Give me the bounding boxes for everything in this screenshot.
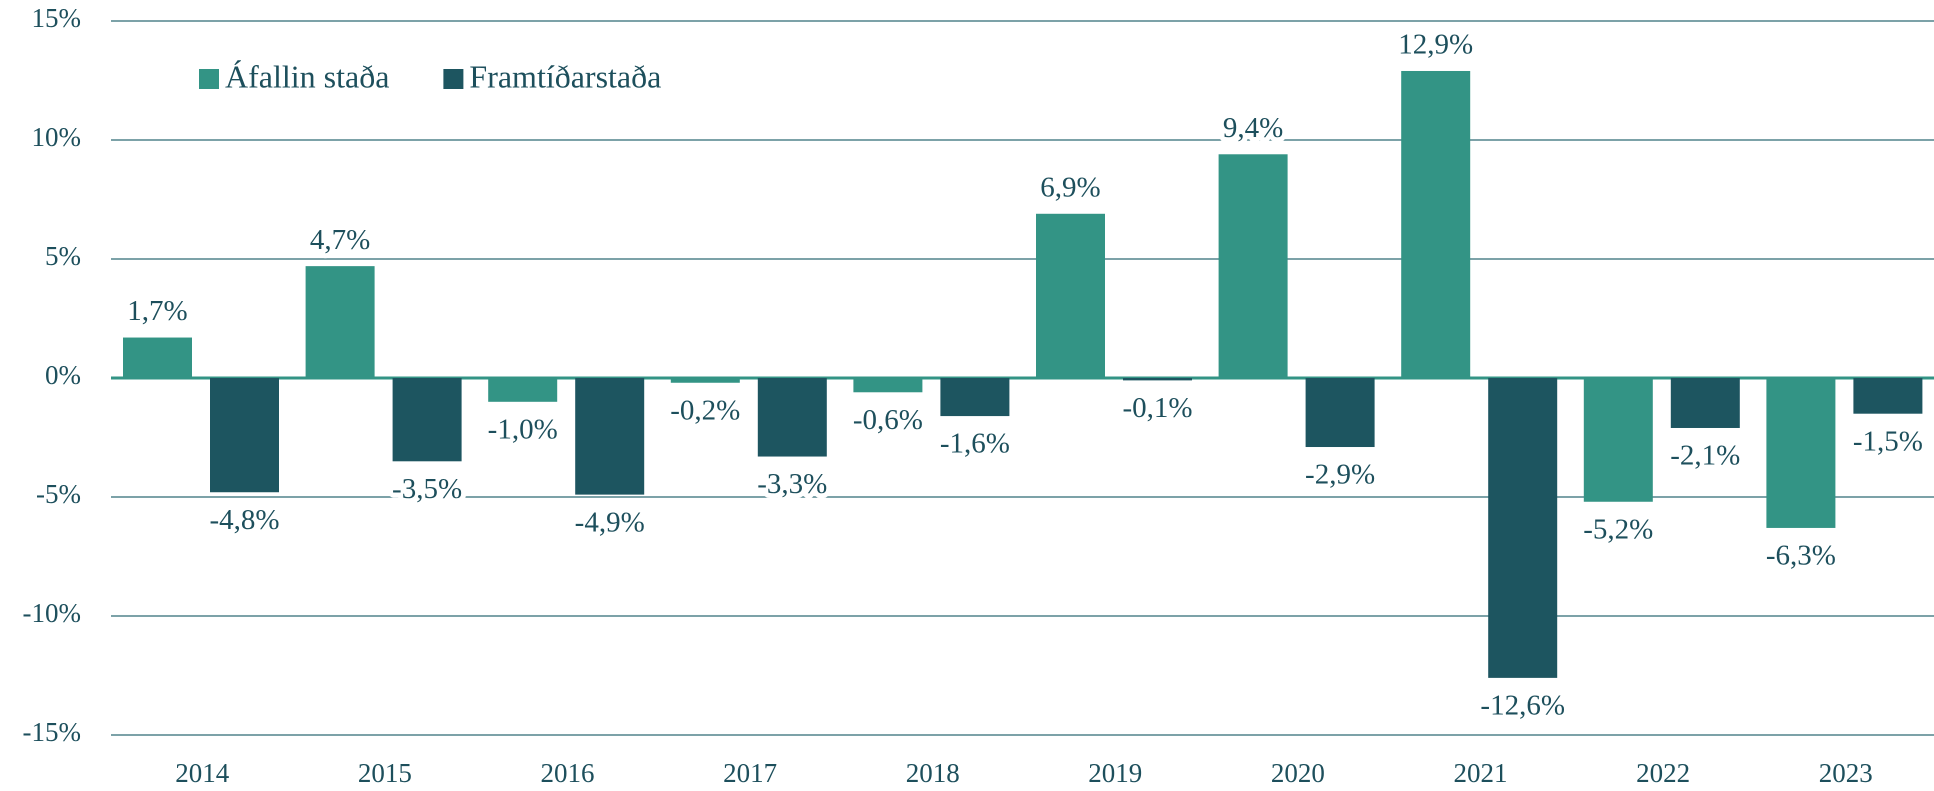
- data-label: -1,6%: [940, 428, 1010, 460]
- y-tick-label: 10%: [32, 122, 82, 152]
- x-tick-label: 2022: [1636, 758, 1690, 788]
- x-tick-label: 2021: [1454, 758, 1508, 788]
- data-label: -1,5%: [1853, 425, 1923, 457]
- bar: [940, 378, 1010, 417]
- bar: [1488, 378, 1558, 678]
- y-tick-label: -15%: [23, 717, 81, 747]
- y-tick-label: -10%: [23, 598, 81, 628]
- bar: [210, 378, 279, 493]
- data-label: -4,9%: [575, 506, 645, 538]
- data-label: 12,9%: [1398, 29, 1473, 61]
- legend-label: Framtíðarstaða: [469, 58, 661, 94]
- bar: [1305, 378, 1375, 448]
- data-label: -0,6%: [853, 404, 923, 436]
- legend-swatch: [443, 69, 464, 89]
- x-tick-label: 2020: [1271, 758, 1325, 788]
- data-label: -6,3%: [1766, 540, 1836, 572]
- bar: [1218, 154, 1288, 378]
- data-label: -3,3%: [757, 468, 827, 500]
- data-label: 1,7%: [127, 295, 187, 327]
- data-label: -1,0%: [488, 413, 558, 445]
- x-tick-label: 2018: [906, 758, 960, 788]
- bar: [123, 337, 192, 378]
- data-label: -0,2%: [670, 394, 740, 426]
- data-label: 4,7%: [310, 224, 370, 256]
- bar: [1123, 378, 1192, 381]
- y-tick-label: 15%: [32, 3, 82, 33]
- legend-swatch: [199, 69, 219, 89]
- bar: [1583, 378, 1653, 502]
- bar: [757, 378, 827, 457]
- y-tick-label: 5%: [45, 241, 81, 271]
- bar: [1401, 70, 1471, 378]
- x-tick-label: 2019: [1088, 758, 1142, 788]
- bar: [305, 266, 375, 378]
- data-label: 6,9%: [1040, 171, 1100, 203]
- bar: [575, 378, 645, 495]
- y-tick-label: 0%: [45, 360, 81, 390]
- data-label: -2,1%: [1670, 440, 1740, 472]
- bar: [488, 378, 558, 402]
- data-label: 9,4%: [1223, 112, 1283, 144]
- bar: [1670, 378, 1740, 428]
- data-label: -4,8%: [209, 504, 279, 536]
- x-tick-label: 2015: [358, 758, 412, 788]
- legend-label: Áfallin staða: [225, 58, 389, 94]
- y-tick-label: -5%: [36, 479, 81, 509]
- x-tick-label: 2023: [1819, 758, 1873, 788]
- bar: [1766, 378, 1836, 528]
- data-label: -5,2%: [1583, 513, 1653, 545]
- bar: [853, 378, 923, 393]
- data-label: -3,5%: [392, 473, 462, 505]
- bar: [1036, 213, 1105, 378]
- bar: [670, 378, 740, 383]
- data-label: -2,9%: [1305, 459, 1375, 491]
- data-label: -0,1%: [1122, 392, 1192, 424]
- bar: [392, 378, 462, 462]
- data-label: -12,6%: [1480, 690, 1565, 722]
- bar: [1853, 378, 1923, 414]
- x-tick-label: 2017: [723, 758, 777, 788]
- x-tick-label: 2014: [175, 758, 230, 788]
- x-tick-label: 2016: [541, 758, 595, 788]
